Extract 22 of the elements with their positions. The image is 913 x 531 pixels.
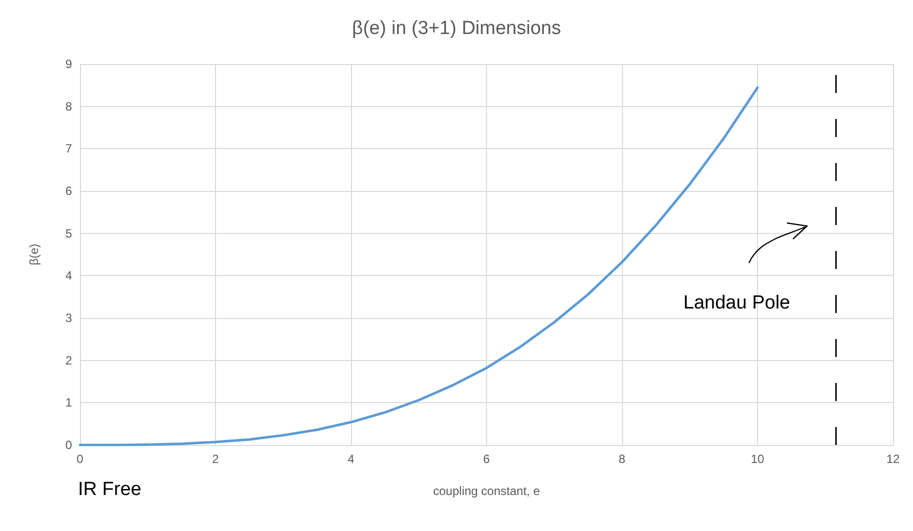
y-tick-label: 3 xyxy=(65,311,72,325)
y-tick-label: 0 xyxy=(65,438,72,452)
y-tick-label: 8 xyxy=(65,99,72,114)
y-tick-label: 4 xyxy=(65,268,72,283)
annotation: Landau Pole xyxy=(683,292,790,314)
x-tick-label: 10 xyxy=(750,452,764,466)
y-tick-label: 2 xyxy=(65,353,72,368)
y-tick-label: 5 xyxy=(65,226,72,240)
x-tick-label: 12 xyxy=(886,452,900,466)
x-tick-label: 6 xyxy=(483,452,490,466)
x-tick-label: 8 xyxy=(618,452,626,466)
y-tick-label: 7 xyxy=(65,142,72,156)
y-tick-label: 6 xyxy=(65,184,72,198)
x-tick-label: 4 xyxy=(348,452,355,466)
text: IR Free xyxy=(78,479,142,500)
x-axis-title: coupling constant, e xyxy=(433,484,540,498)
y-tick-label: 9 xyxy=(65,57,72,71)
x-tick-label: 0 xyxy=(76,452,84,466)
y-tick-label: 1 xyxy=(65,396,72,410)
y-axis-title: β(e) xyxy=(27,244,41,266)
chart-title: β(e) in (3+1) Dimensions xyxy=(352,18,561,39)
x-tick-label: 2 xyxy=(212,452,220,466)
